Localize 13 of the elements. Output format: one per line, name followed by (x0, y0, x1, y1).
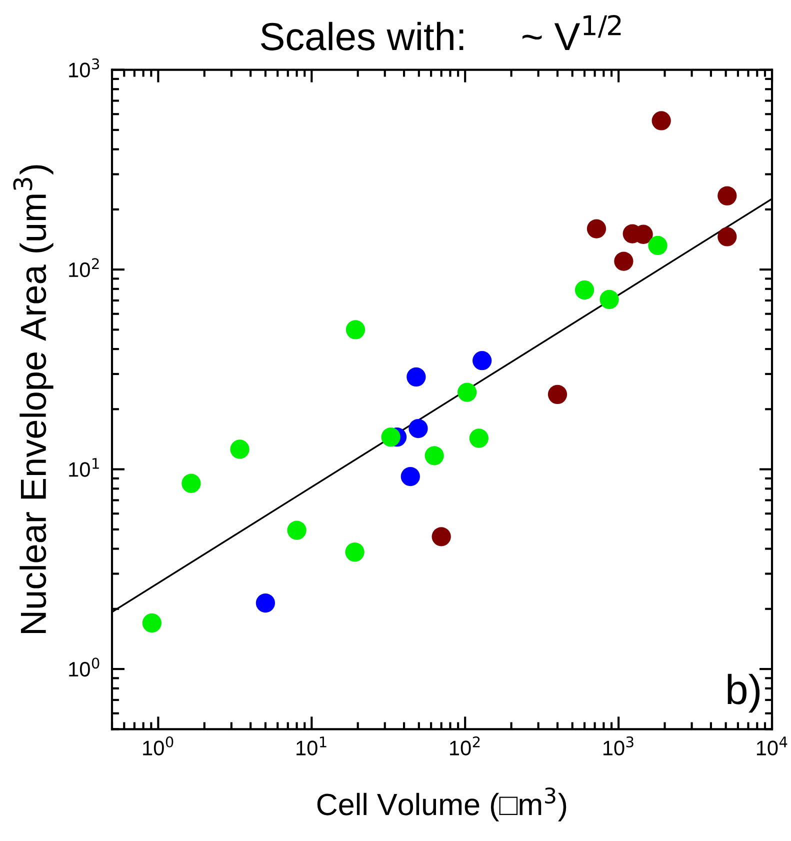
y-tick-label: 10$^{1}$ (69, 458, 99, 477)
y-axis-title: Nuclear Envelope Area (um$^{3}$) (13, 165, 54, 634)
x-tick-label: 10$^{0}$ (143, 736, 174, 756)
x-tick-label: 10$^{4}$ (756, 736, 788, 756)
x-tick-label: 10$^{3}$ (603, 736, 634, 756)
x-tick-label: 10$^{1}$ (296, 736, 326, 756)
annotation: b) (728, 674, 760, 713)
chart-title: Scales with: ~ V$^{1/2}$ (261, 14, 621, 50)
x-tick-label: 10$^{2}$ (450, 736, 480, 756)
x-axis-title: Cell Volume (□m$^{3}$) (317, 787, 566, 822)
y-tick-label: 10$^{3}$ (69, 58, 100, 78)
y-tick-label: 10$^{0}$ (69, 658, 100, 677)
y-tick-label: 10$^{2}$ (69, 258, 99, 278)
